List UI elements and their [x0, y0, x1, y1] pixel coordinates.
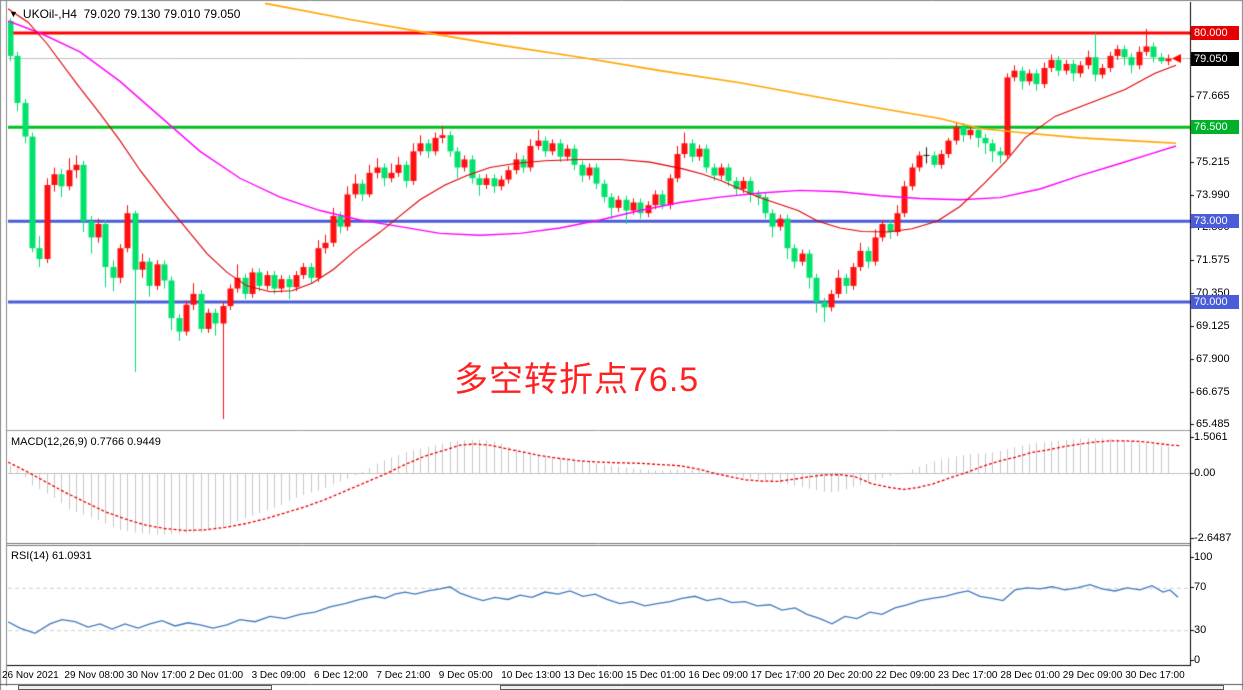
macd-indicator-label: MACD(12,26,9) 0.7766 0.9449 [11, 436, 161, 448]
rsi-tick-label: 100 [1194, 551, 1213, 563]
rsi-tick-label: 0 [1194, 654, 1201, 666]
time-label: 6 Dec 12:00 [314, 670, 368, 681]
symbol-info: ▼ UKOil-,H4 79.020 79.130 79.010 79.050 [9, 7, 240, 21]
time-label: 7 Dec 21:00 [376, 670, 431, 681]
price-tick-label: 67.900 [1196, 353, 1230, 365]
time-label: 30 Dec 17:00 [1125, 670, 1185, 681]
scrollbar-segment[interactable] [18, 685, 272, 690]
annotation-text[interactable]: 多空转折点76.5 [454, 361, 700, 399]
price-tick-label: 71.575 [1196, 254, 1230, 266]
price-tick-label: 73.990 [1196, 189, 1230, 201]
time-label: 10 Dec 13:00 [501, 670, 561, 681]
rsi-tick-label: 30 [1194, 624, 1207, 636]
time-label: 30 Nov 17:00 [126, 670, 187, 681]
time-label: 29 Nov 08:00 [64, 670, 124, 681]
time-label: 9 Dec 05:00 [438, 670, 493, 681]
price-badge: 80.000 [1191, 26, 1239, 40]
rsi-tick-label: 70 [1194, 581, 1207, 593]
time-label: 20 Dec 20:00 [813, 670, 873, 681]
symbol-name: UKOil-,H4 [22, 7, 77, 21]
time-label: 2 Dec 01:00 [189, 670, 244, 681]
time-label: 29 Dec 09:00 [1062, 670, 1123, 681]
price-tick-label: 66.675 [1196, 386, 1230, 398]
time-label: 23 Dec 17:00 [938, 670, 998, 681]
price-tick-label: 77.665 [1196, 90, 1230, 102]
time-label: 28 Dec 01:00 [1000, 670, 1060, 681]
price-badge: 70.000 [1191, 295, 1239, 309]
time-label: 3 Dec 09:00 [251, 670, 306, 681]
macd-tick-label: 0.00 [1194, 467, 1216, 479]
price-tick-label: 65.485 [1196, 418, 1230, 430]
price-tick-label: 69.125 [1196, 320, 1230, 332]
macd-tick-label: -2.6487 [1194, 532, 1232, 544]
price-badge: 79.050 [1191, 52, 1239, 66]
scrollbar-segment[interactable] [500, 685, 1224, 690]
price-badge: 76.500 [1191, 120, 1239, 134]
time-label: 17 Dec 17:00 [750, 670, 811, 681]
price-tick-label: 75.215 [1196, 156, 1230, 168]
price-badge: 73.000 [1191, 214, 1239, 228]
time-label: 26 Nov 2021 [2, 670, 59, 681]
macd-tick-label: 1.5061 [1194, 431, 1228, 443]
symbol-dropdown-icon[interactable]: ▼ [9, 9, 18, 19]
time-label: 22 Dec 09:00 [875, 670, 936, 681]
time-label: 15 Dec 01:00 [626, 670, 686, 681]
ohlc-values: 79.020 79.130 79.010 79.050 [83, 7, 241, 21]
time-label: 16 Dec 09:00 [688, 670, 748, 681]
rsi-indicator-label: RSI(14) 61.0931 [11, 550, 92, 562]
time-label: 13 Dec 16:00 [563, 670, 624, 681]
